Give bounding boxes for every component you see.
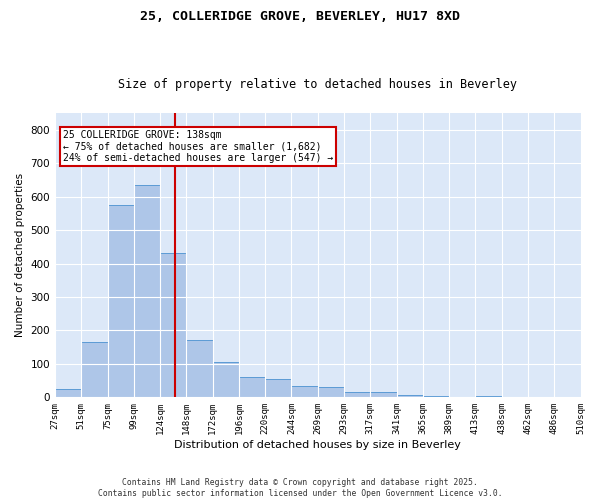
Bar	[212, 362, 239, 398]
Title: Size of property relative to detached houses in Beverley: Size of property relative to detached ho…	[118, 78, 517, 91]
Bar	[82, 342, 107, 398]
Bar	[423, 396, 449, 398]
Text: Contains HM Land Registry data © Crown copyright and database right 2025.
Contai: Contains HM Land Registry data © Crown c…	[98, 478, 502, 498]
Bar	[318, 388, 344, 398]
Bar	[107, 205, 134, 398]
Bar	[55, 389, 82, 398]
Bar	[397, 394, 423, 398]
Bar	[239, 378, 265, 398]
Bar	[370, 392, 397, 398]
Bar	[160, 254, 187, 398]
Y-axis label: Number of detached properties: Number of detached properties	[15, 173, 25, 337]
Bar	[134, 185, 160, 398]
Bar	[292, 386, 318, 398]
X-axis label: Distribution of detached houses by size in Beverley: Distribution of detached houses by size …	[175, 440, 461, 450]
Bar	[187, 340, 212, 398]
Bar	[554, 396, 580, 398]
Text: 25 COLLERIDGE GROVE: 138sqm
← 75% of detached houses are smaller (1,682)
24% of : 25 COLLERIDGE GROVE: 138sqm ← 75% of det…	[63, 130, 333, 163]
Bar	[344, 392, 370, 398]
Bar	[475, 396, 502, 398]
Text: 25, COLLERIDGE GROVE, BEVERLEY, HU17 8XD: 25, COLLERIDGE GROVE, BEVERLEY, HU17 8XD	[140, 10, 460, 23]
Bar	[265, 379, 292, 398]
